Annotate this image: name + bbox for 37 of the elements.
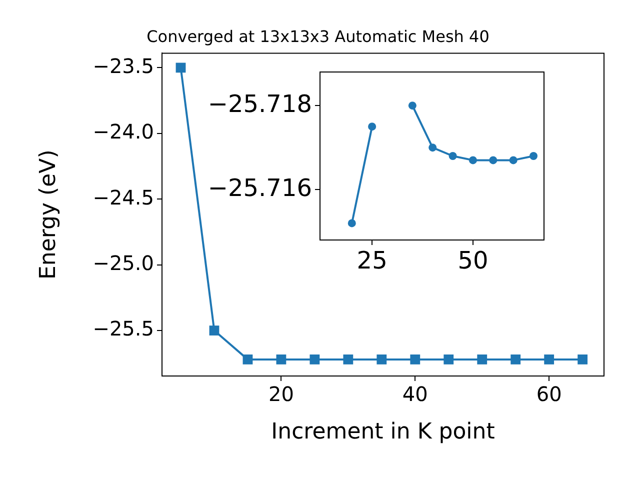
x-axis-title: Increment in K point [271,420,496,445]
point [176,62,186,73]
point [310,354,320,364]
point [209,326,220,336]
x-tick-label: 25 [356,246,388,275]
point [444,354,454,364]
point [348,219,356,228]
y-tick-label: −24.5 [92,185,154,210]
y-axis-title: Energy (eV) [36,150,61,280]
y-tick-label: −24.0 [92,120,154,144]
point [530,152,538,160]
chart-title: Converged at 13x13x3 Automatic Mesh 40 [146,26,490,46]
point [408,102,416,110]
y-tick-label: −25.5 [92,316,154,341]
point [544,354,554,364]
y-tick-label: −25.0 [92,251,154,276]
x-tick-label: 50 [458,246,488,275]
point [477,354,488,364]
y-tick-label: −23.5 [92,54,154,78]
point [410,354,420,364]
point [376,354,387,364]
point [578,354,588,364]
point [468,156,477,164]
point [510,354,521,364]
x-tick-label: 40 [402,382,428,406]
x-tick-label: 20 [268,382,294,406]
y-tick-label: −25.716 [208,174,312,202]
point [368,122,376,131]
point [489,156,498,164]
point [242,354,253,364]
y-tick-label: −25.718 [208,90,312,118]
point [343,354,354,364]
x-tick-label: 60 [536,382,562,406]
point [509,156,518,164]
point [428,144,437,152]
point [276,354,286,364]
point [448,152,457,160]
